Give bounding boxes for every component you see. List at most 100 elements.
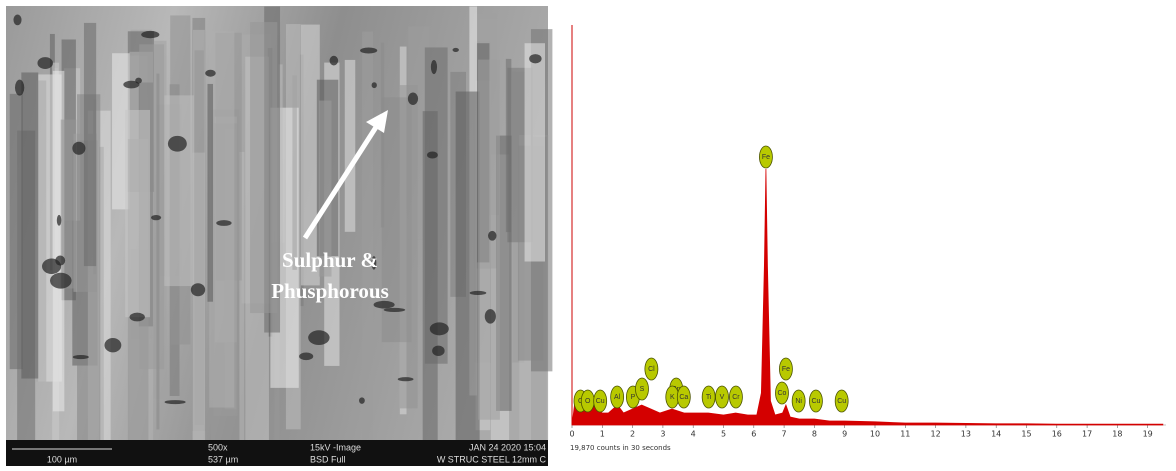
inclusion <box>168 136 187 152</box>
x-tick-label: 14 <box>991 430 1001 439</box>
element-label: S <box>640 386 645 393</box>
streak <box>456 92 480 440</box>
inclusion <box>308 330 329 345</box>
streak <box>84 23 96 266</box>
detector: BSD Full <box>310 454 346 464</box>
inclusion <box>205 70 215 77</box>
x-tick-label: 1 <box>600 430 605 439</box>
annotation: Sulphur & <box>282 248 378 272</box>
streak <box>400 85 418 408</box>
streak <box>381 43 384 228</box>
x-tick-label: 0 <box>569 430 574 439</box>
x-tick-label: 12 <box>931 430 941 439</box>
spectrum: 19,870 counts in 30 seconds 012345678910… <box>569 25 1166 452</box>
inclusion <box>37 57 52 69</box>
x-tick-label: 18 <box>1112 430 1122 439</box>
element-label: Cu <box>837 398 846 405</box>
spectrum-area <box>572 169 1163 425</box>
x-tick-label: 3 <box>660 430 665 439</box>
streak <box>362 32 373 440</box>
x-tick-label: 2 <box>630 430 635 439</box>
inclusion <box>165 400 186 404</box>
element-label: Cl <box>648 366 655 373</box>
x-tick-label: 4 <box>691 430 696 439</box>
streak <box>250 22 277 313</box>
field-width: 537 µm <box>208 454 238 464</box>
streak <box>207 84 213 302</box>
inclusion <box>135 78 142 84</box>
inclusion <box>384 308 406 312</box>
inclusion <box>360 48 377 54</box>
element-label: Fe <box>782 366 790 373</box>
inclusion <box>104 338 121 352</box>
element-label: Ti <box>706 394 712 401</box>
inclusion <box>427 151 438 158</box>
element-label: Ca <box>679 394 688 401</box>
date: JAN 24 2020 15:04 <box>469 442 546 452</box>
sem-image: 100 µm 500x 537 µm 15kV -Image BSD Full … <box>6 6 552 466</box>
streak <box>345 60 356 232</box>
inclusion <box>73 355 89 359</box>
x-tick-label: 7 <box>782 430 787 439</box>
inclusion <box>430 322 449 335</box>
element-label: Co <box>778 390 787 397</box>
inclusion <box>330 56 339 66</box>
scale-label: 100 µm <box>47 454 77 464</box>
inclusion <box>13 15 21 26</box>
inclusion <box>470 291 487 295</box>
x-tick-label: 16 <box>1052 430 1062 439</box>
x-tick-label: 8 <box>812 430 817 439</box>
element-label: Cr <box>732 394 740 401</box>
element-label: Al <box>614 394 621 401</box>
sem-texture <box>10 6 553 440</box>
magnification: 500x <box>208 442 228 452</box>
x-tick-label: 13 <box>961 430 971 439</box>
sample: W STRUC STEEL 12mm C <box>437 454 547 464</box>
inclusion <box>408 93 418 105</box>
inclusion <box>141 31 159 38</box>
inclusion <box>453 48 459 52</box>
inclusion <box>191 283 205 296</box>
element-label: Ni <box>795 398 802 405</box>
element-label: Cu <box>596 398 605 405</box>
x-tick-label: 9 <box>842 430 847 439</box>
streak <box>21 72 38 378</box>
inclusion <box>151 215 161 220</box>
x-tick-label: 19 <box>1143 430 1153 439</box>
element-label: Cu <box>811 398 820 405</box>
inclusion <box>372 82 377 88</box>
x-tick-label: 11 <box>900 430 910 439</box>
x-tick-label: 6 <box>751 430 756 439</box>
inclusion <box>485 309 496 323</box>
annotation: Phusphorous <box>271 279 389 303</box>
inclusion <box>488 231 496 241</box>
streak <box>506 59 512 232</box>
figure: 100 µm 500x 537 µm 15kV -Image BSD Full … <box>0 0 1176 466</box>
x-tick-label: 5 <box>721 430 726 439</box>
inclusion <box>130 313 145 322</box>
inclusion <box>432 346 444 356</box>
element-label: Fe <box>762 154 770 161</box>
inclusion <box>72 142 85 155</box>
inclusion <box>299 353 313 361</box>
inclusion <box>359 397 365 404</box>
element-label: V <box>720 394 725 401</box>
streak <box>423 111 438 440</box>
streak <box>292 75 296 269</box>
inclusion <box>15 80 24 96</box>
inclusion <box>431 60 437 74</box>
inclusion <box>50 273 72 289</box>
streak <box>156 74 159 430</box>
x-tick-label: 15 <box>1021 430 1031 439</box>
streak <box>125 110 150 317</box>
streak <box>478 60 500 420</box>
x-tick-label: 17 <box>1082 430 1092 439</box>
inclusion <box>42 259 61 274</box>
inclusion <box>57 215 62 226</box>
element-label: P <box>631 394 636 401</box>
voltage: 15kV -Image <box>310 442 361 452</box>
inclusion <box>529 54 541 63</box>
x-tick-label: 10 <box>870 430 880 439</box>
streak <box>164 95 194 286</box>
element-label: O <box>585 398 591 405</box>
